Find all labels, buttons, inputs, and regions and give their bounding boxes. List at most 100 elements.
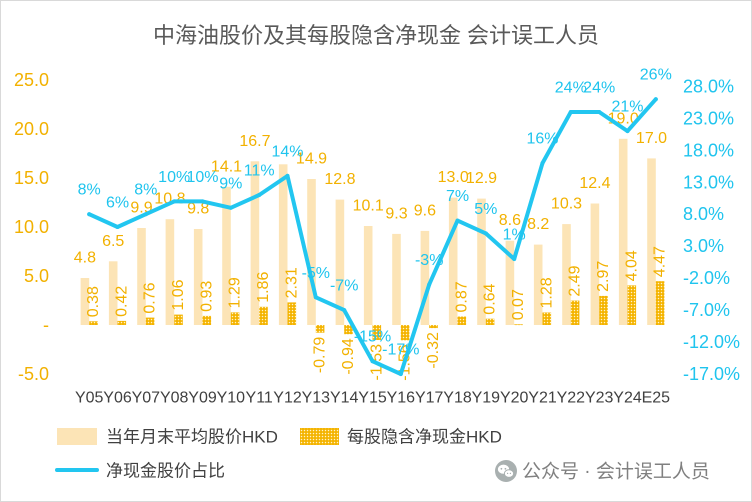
x-tick-label-Y10: Y10 [217,390,246,407]
legend-item-price: 当年月末平均股价HKD [57,428,278,447]
ratio-point-Y06 [115,225,120,229]
price-label-Y22: 10.3 [551,196,582,213]
x-tick-label-Y05: Y05 [75,390,104,407]
ratio-label-Y10: 9% [219,175,242,192]
wechat-icon [495,460,517,482]
x-tick-label-Y11: Y11 [246,390,273,407]
y2-tick-label: 18.0% [683,140,734,160]
y-tick-label: 25.0 [14,70,49,90]
net-cash-bar-Y05 [89,321,98,325]
y-tick-label: 15.0 [14,168,49,188]
y2-tick-label: 23.0% [683,108,734,128]
watermark: 公众号 · 会计误工人员 [495,460,710,483]
y-tick-label: 5.0 [24,266,49,286]
x-tick-label-Y12: Y12 [273,390,302,407]
price-bar-Y22 [562,224,571,325]
x-tick-label-Y19: Y19 [472,390,501,407]
net-cash-label-Y11: 1.86 [255,272,272,303]
ratio-label-Y17: -3% [415,252,443,269]
price-label-Y08: 10.8 [154,191,185,208]
price-bar-Y07 [137,228,146,325]
ratio-point-Y14 [342,308,347,313]
price-label-Y15: 10.1 [353,198,384,215]
y2-tick-label: 3.0% [683,236,724,256]
price-bar-Y10 [222,186,231,325]
ratio-point-Y08 [172,199,177,204]
net-cash-label-Y19: 0.64 [482,283,499,314]
price-bar-E25 [647,158,656,325]
net-cash-label-Y12: 2.31 [283,267,300,298]
price-bar-Y23 [590,203,600,325]
price-label-Y19: 12.9 [466,170,497,187]
net-cash-bar-Y09 [202,315,212,325]
x-tick-label-E25: E25 [642,390,671,407]
net-cash-label-Y07: 0.76 [142,282,159,313]
ratio-label-Y05: 8% [78,182,101,199]
x-tick-label-Y21: Y21 [528,390,557,407]
price-bar-Y09 [193,229,203,325]
net-cash-bar-Y07 [145,317,155,325]
price-label-Y17: 9.6 [414,202,436,219]
x-tick-label-Y09: Y09 [188,390,217,407]
y2-tick-label: 8.0% [683,204,724,224]
price-bar-Y08 [165,219,175,325]
price-bar-Y15 [363,226,373,325]
y2-tick-label: -2.0% [683,268,730,288]
x-tick-label-Y06: Y06 [103,390,132,407]
price-bar-Y21 [533,244,543,325]
net-cash-bar-Y06 [117,320,127,325]
ratio-label-Y22: 24% [555,80,587,97]
net-cash-bar-Y24 [627,285,637,325]
price-label-Y13: 14.9 [296,151,327,168]
ratio-point-Y20 [512,257,517,261]
net-cash-bar-Y13 [315,325,325,333]
net-cash-bar-Y16 [400,325,410,341]
ratio-label-Y11: 11% [244,163,275,180]
net-cash-bar-Y15 [372,325,382,340]
net-cash-label-E25: 4.47 [652,246,669,277]
net-cash-bar-Y20 [514,324,523,326]
x-tick-label-Y14: Y14 [330,390,359,407]
net-cash-label-Y08: 1.06 [170,279,187,310]
price-label-Y05: 4.8 [74,250,96,267]
price-label-Y06: 6.5 [102,233,124,250]
legend-label-net-cash: 每股隐含净现金HKD [347,428,502,447]
x-tick-label-Y23: Y23 [585,390,614,407]
ratio-point-Y18 [455,218,460,223]
y-tick-label: 10.0 [14,217,49,237]
net-cash-label-Y22: 2.49 [567,265,584,296]
net-cash-label-Y18: 0.87 [453,281,470,312]
net-cash-label-Y13: -0.79 [312,337,329,374]
price-bar-Y06 [108,261,118,325]
price-bar-Y24 [618,138,628,325]
price-label-Y14: 12.8 [324,171,355,188]
net-cash-label-Y09: 0.93 [198,281,215,312]
price-bar-Y18 [448,197,458,325]
ratio-point-Y12 [285,173,290,178]
net-cash-label-Y17: -0.32 [425,332,442,369]
ratio-point-Y19 [483,231,488,236]
y2-tick-label: 13.0% [683,172,734,192]
net-cash-label-Y14: -0.94 [340,338,357,375]
x-tick-label-Y07: Y07 [132,390,161,407]
price-label-Y23: 12.4 [579,175,610,192]
ratio-point-Y24 [625,129,630,134]
price-label-Y11: 16.7 [239,133,270,150]
price-label-Y10: 14.1 [211,158,242,175]
ratio-point-Y07 [143,212,148,217]
y2-tick-label: -12.0% [683,332,740,352]
ratio-label-Y12: 14% [271,143,303,160]
ratio-point-Y10 [228,205,233,210]
net-cash-label-Y06: 0.42 [113,286,130,317]
net-cash-bar-Y19 [485,318,495,325]
legend-swatch-net-cash [300,428,339,445]
x-tick-label-Y20: Y20 [500,390,529,407]
ratio-label-Y15: -15% [354,329,391,346]
ratio-label-Y24: 21% [611,99,643,116]
net-cash-bar-Y10 [230,312,240,325]
legend-label-ratio: 净现金股价占比 [106,462,225,481]
bar-data-labels: 4.86.59.910.89.814.116.714.912.810.1 9.3 9… [74,110,669,380]
ratio-point-Y16 [398,372,403,376]
bar-series [80,138,665,341]
